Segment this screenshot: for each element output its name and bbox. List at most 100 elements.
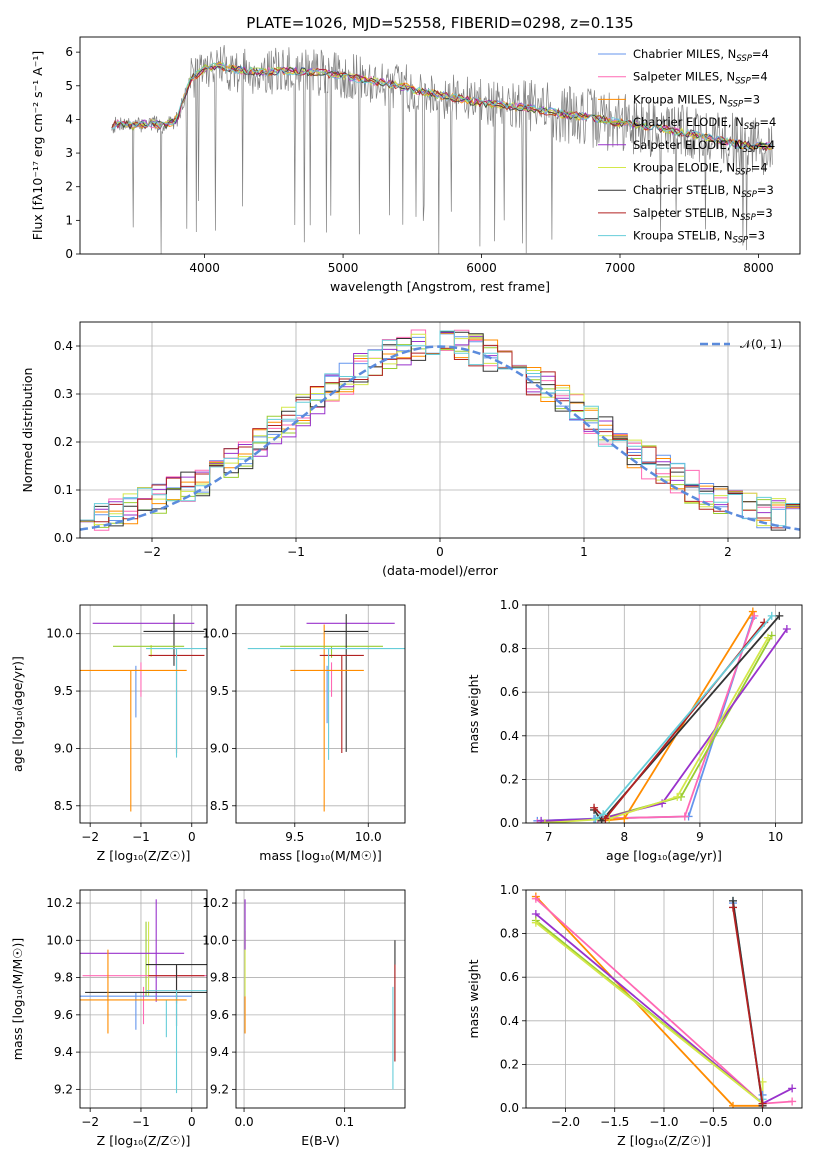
- y-axis-label: mass weight: [466, 674, 481, 753]
- x-tick-label: 0.0: [235, 1115, 254, 1129]
- x-axis-label: mass [log₁₀(M/M☉)]: [259, 848, 381, 863]
- y-tick-label: 10.0: [46, 627, 73, 641]
- mass-weight-series: [729, 903, 767, 1107]
- error-bar-point: [144, 614, 205, 666]
- y-tick-label: 9.0: [210, 741, 229, 755]
- panel-spectrum: 4000 5000 6000 7000 80000123456wavelength [A…: [30, 37, 800, 294]
- y-tick-label: 0.2: [500, 1057, 519, 1071]
- y-tick-label: 9.6: [54, 1008, 73, 1022]
- mass-weight-series: [533, 614, 757, 825]
- y-tick-label: 3: [65, 146, 73, 160]
- axes-frame: [80, 605, 207, 823]
- legend-name: Kroupa STELIB, N: [633, 229, 733, 243]
- panel-residuals: −2 −1 0 1 2 0.0 0.1 0.2 0.3 0.4 (data-model)/error…: [20, 322, 800, 578]
- mass-weight-marker: [681, 812, 689, 820]
- y-tick-label: 0.6: [500, 970, 519, 984]
- y-tick-label: 0.0: [500, 1101, 519, 1115]
- x-tick-label: 6000: [466, 261, 497, 275]
- legend-sub: SSP: [728, 99, 744, 109]
- x-axis-label: (data-model)/error: [382, 563, 499, 578]
- error-bar-point: [146, 991, 207, 1093]
- mass-weight-marker: [788, 1097, 796, 1105]
- panel-mw-vs-Z: −2.0 −1.5 −1.0 −0.5 0.0 0.0 0.2 0.4 0.6 0.8 1.0 Z […: [466, 883, 802, 1148]
- y-tick-label: 0.6: [500, 685, 519, 699]
- x-axis-label: Z [log₁₀(Z/Z☉)]: [97, 848, 191, 863]
- y-tick-label: 0.8: [500, 927, 519, 941]
- x-tick-label: −0.5: [699, 1115, 728, 1129]
- x-tick-label: 4000: [189, 261, 220, 275]
- x-tick-label: −1: [287, 545, 305, 559]
- x-tick-label: 2: [724, 545, 732, 559]
- y-tick-label: 9.6: [210, 1008, 229, 1022]
- x-tick-label: 0: [188, 830, 196, 844]
- x-tick-label: 10.0: [355, 830, 382, 844]
- y-tick-label: 0.2: [54, 435, 73, 449]
- mass-weight-marker: [673, 793, 681, 801]
- x-axis-label: Z [log₁₀(Z/Z☉)]: [97, 1133, 191, 1148]
- x-tick-label: −1: [132, 830, 150, 844]
- y-tick-label: 6: [65, 45, 73, 59]
- mass-weight-line: [545, 638, 768, 823]
- y-tick-label: 8.5: [210, 799, 229, 813]
- panel-age-vs-mass: 9.5 10.0 8.5 9.0 9.5 10.0 mass [log₁₀(M/M☉)]: [202, 605, 409, 863]
- figure: PLATE=1026, MJD=52558, FIBERID=0298, z=0…: [0, 0, 819, 1170]
- y-tick-label: 9.8: [210, 971, 229, 985]
- x-tick-label: 7000: [605, 261, 636, 275]
- y-tick-label: 0.1: [54, 483, 73, 497]
- legend-label: Salpeter STELIB, NSSP=3: [633, 206, 773, 223]
- x-tick-label: 8000: [743, 261, 774, 275]
- legend-label: Chabrier ELODIE, NSSP=4: [633, 115, 776, 132]
- figure-title: PLATE=1026, MJD=52558, FIBERID=0298, z=0…: [246, 14, 633, 32]
- legend-name: Salpeter MILES, N: [633, 70, 735, 84]
- y-tick-label: 0.4: [500, 729, 519, 743]
- legend-sub: SSP: [740, 213, 756, 223]
- y-tick-label: 9.2: [210, 1082, 229, 1096]
- x-axis-label: age [log₁₀(age/yr)]: [606, 848, 722, 863]
- mass-weight-line: [733, 907, 763, 1103]
- x-tick-label: −2.0: [551, 1115, 580, 1129]
- error-bar-point: [146, 649, 207, 758]
- y-tick-label: 2: [65, 180, 73, 194]
- y-tick-label: 9.4: [210, 1045, 229, 1059]
- x-tick-label: 7: [545, 830, 553, 844]
- plot-area: [533, 608, 791, 827]
- error-bar-point: [324, 614, 368, 752]
- axes-frame: [236, 605, 405, 823]
- x-tick-label: 10: [768, 830, 783, 844]
- legend-sub: SSP: [743, 145, 759, 155]
- x-tick-label: 1: [580, 545, 588, 559]
- y-tick-label: 9.0: [54, 741, 73, 755]
- x-tick-label: −2: [81, 830, 99, 844]
- legend-label: Kroupa MILES, NSSP=3: [633, 92, 760, 109]
- plot-area: [248, 614, 410, 811]
- legend-sub: SSP: [736, 54, 752, 64]
- y-tick-label: 0.8: [500, 642, 519, 656]
- legend-count: =3: [756, 206, 773, 220]
- y-tick-label: 10.2: [46, 896, 73, 910]
- legend-sub: SSP: [733, 236, 749, 246]
- y-tick-label: 9.4: [54, 1045, 73, 1059]
- panel-mass-vs-Z: −2 −1 09.29.49.69.810.010.2Z [log₁₀(Z/Z☉)]…: [10, 890, 210, 1148]
- y-tick-label: 1: [65, 213, 73, 227]
- legend-name: Kroupa ELODIE, N: [633, 161, 735, 175]
- x-tick-label: −1: [132, 1115, 150, 1129]
- legend-count: =3: [748, 229, 765, 243]
- legend-count: =4: [759, 115, 776, 129]
- mass-weight-marker: [537, 817, 545, 825]
- mass-weight-line: [596, 616, 772, 819]
- x-tick-label: 5000: [328, 261, 359, 275]
- legend-name: Chabrier ELODIE, N: [633, 115, 744, 129]
- legend-sub: SSP: [735, 77, 751, 87]
- y-tick-label: 9.8: [54, 971, 73, 985]
- x-tick-label: 8: [620, 830, 628, 844]
- legend-count: =3: [757, 183, 774, 197]
- panel-mass-vs-ebv: 0.0 0.1 9.2 9.4 9.6 9.8 10.0 10.2 E(B-V): [202, 890, 405, 1148]
- x-axis-label: Z [log₁₀(Z/Z☉)]: [617, 1133, 711, 1148]
- x-tick-label: −2: [81, 1115, 99, 1129]
- x-axis-label: wavelength [Angstrom, rest frame]: [330, 279, 550, 294]
- legend-name: Chabrier MILES, N: [633, 47, 736, 61]
- y-axis-label: Flux [fλ10⁻¹⁷ erg cm⁻² s⁻¹ A⁻¹]: [30, 51, 45, 240]
- y-axis-label: mass [log₁₀(M/M☉)]: [10, 938, 25, 1060]
- y-tick-label: 0.0: [500, 816, 519, 830]
- mass-weight-line: [536, 923, 763, 1104]
